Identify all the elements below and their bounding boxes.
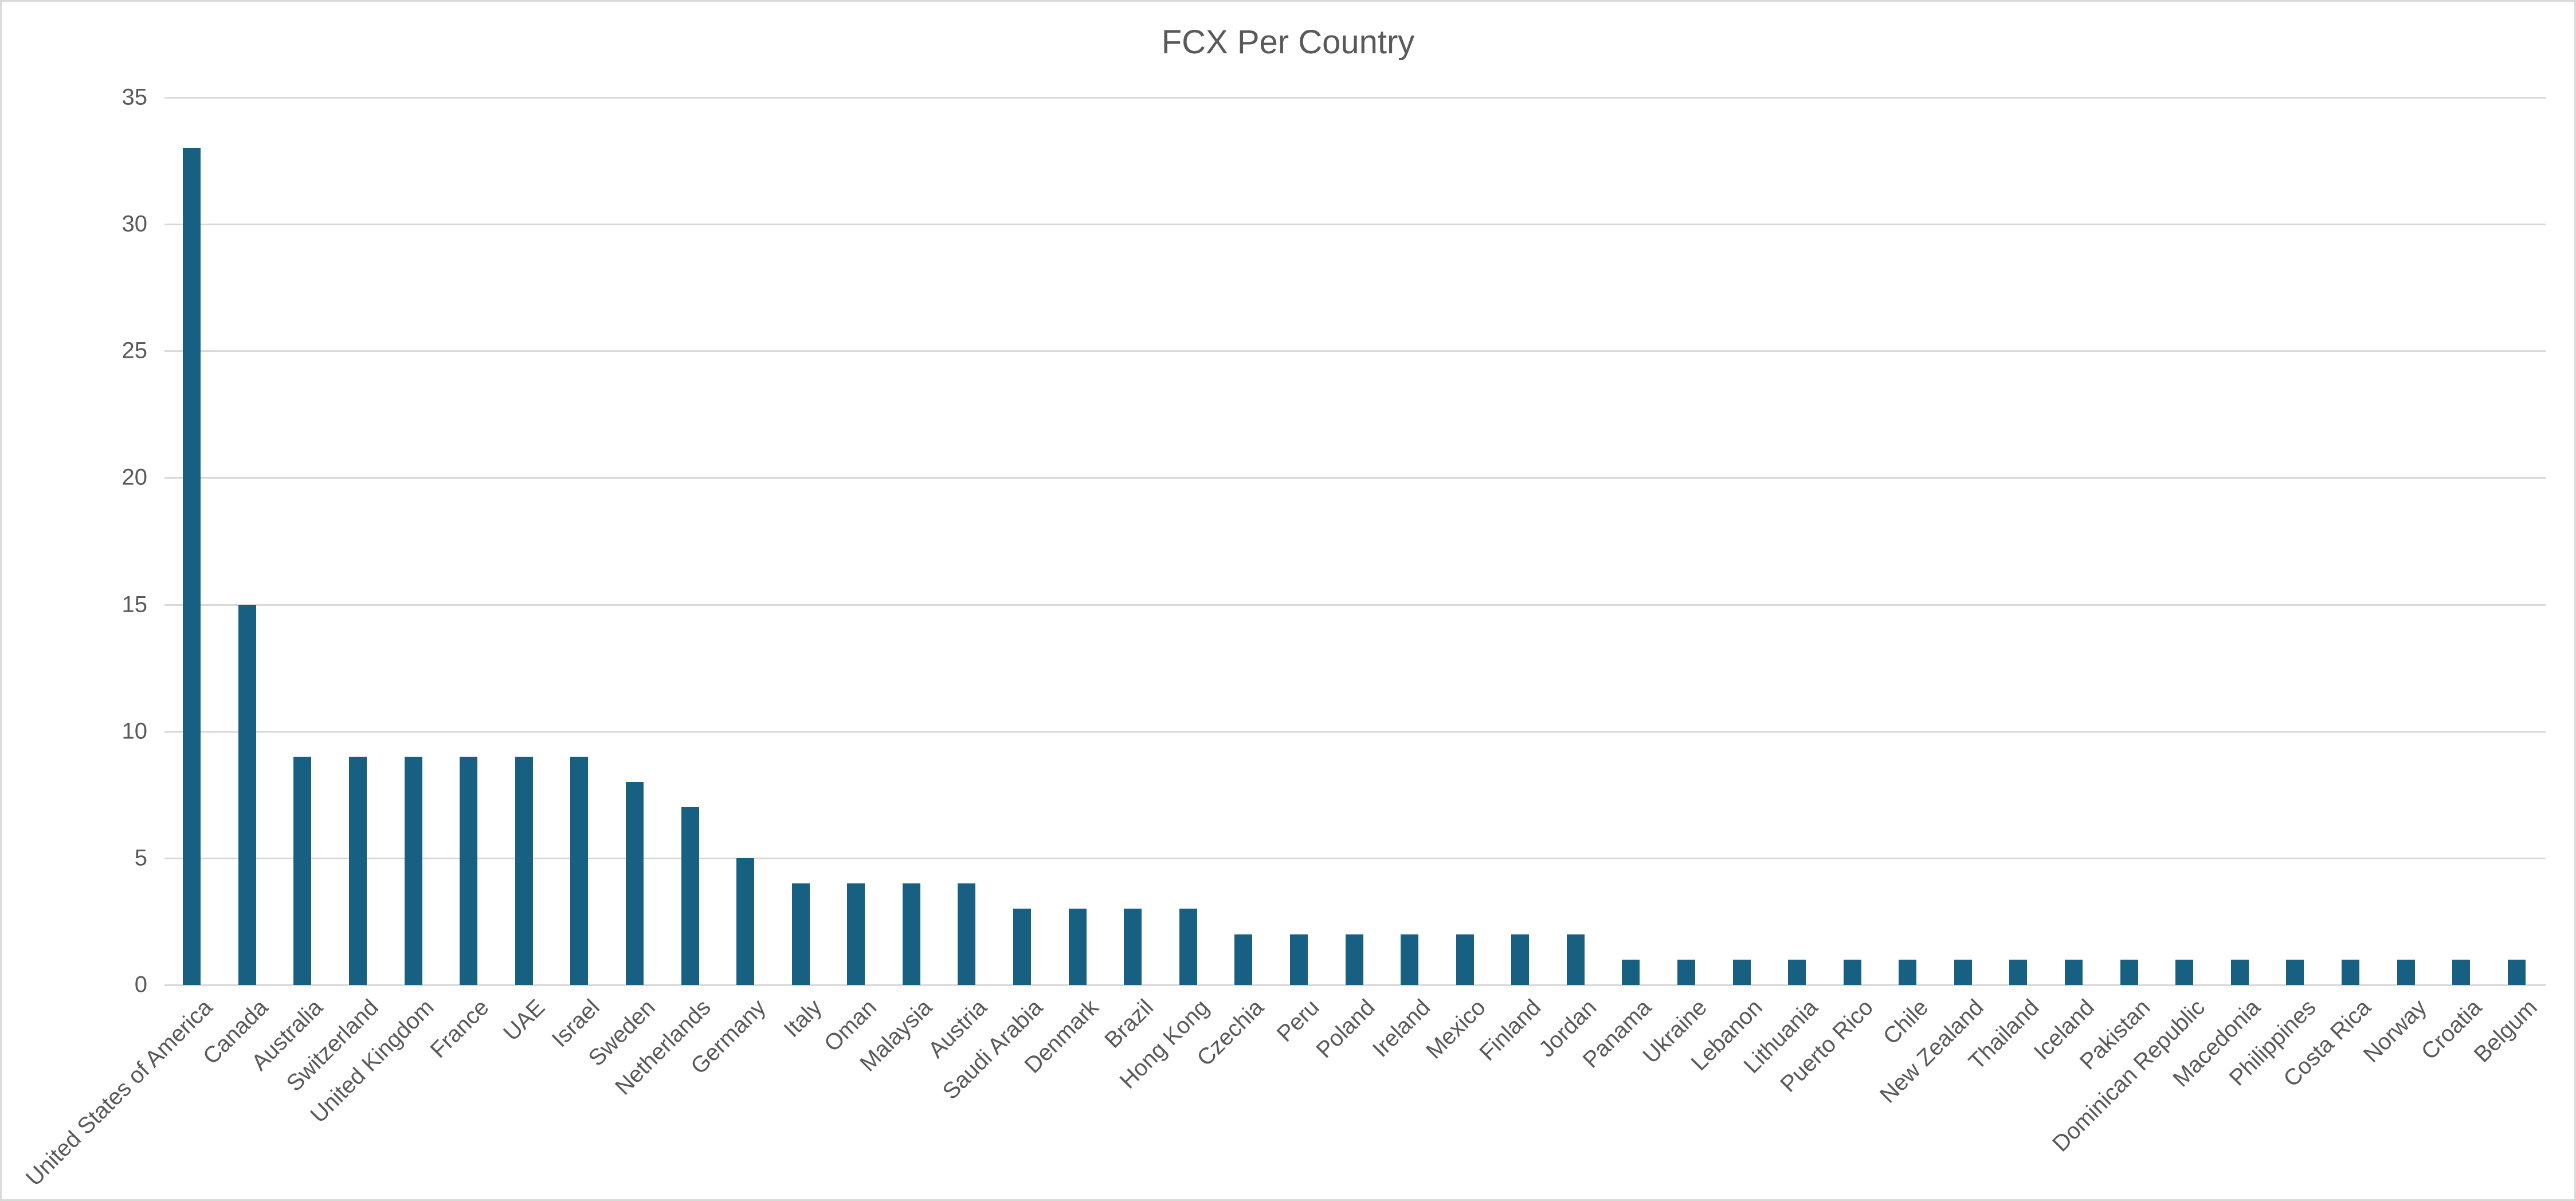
bar[interactable] — [2286, 959, 2304, 985]
bar[interactable] — [1566, 934, 1585, 985]
bar[interactable] — [1511, 934, 1530, 985]
bar[interactable] — [847, 883, 865, 985]
bar[interactable] — [1732, 959, 1751, 985]
y-tick-label: 35 — [121, 84, 148, 110]
bar[interactable] — [1954, 959, 1972, 985]
y-tick-label: 20 — [121, 464, 148, 490]
bar[interactable] — [1899, 959, 1917, 985]
bar[interactable] — [183, 148, 201, 985]
bar[interactable] — [1456, 934, 1474, 985]
gridline — [164, 224, 2546, 226]
bar[interactable] — [293, 756, 312, 985]
bar[interactable] — [404, 756, 422, 985]
bar[interactable] — [1345, 934, 1363, 985]
bar[interactable] — [1677, 959, 1695, 985]
bar[interactable] — [1013, 909, 1031, 985]
bar[interactable] — [736, 858, 755, 985]
bar[interactable] — [2120, 959, 2138, 985]
bar[interactable] — [238, 604, 256, 985]
bar[interactable] — [1843, 959, 1861, 985]
bar[interactable] — [902, 883, 920, 985]
bar[interactable] — [1788, 959, 1806, 985]
gridline — [164, 350, 2546, 353]
y-tick-label: 0 — [134, 972, 147, 997]
bar[interactable] — [460, 756, 478, 985]
bar[interactable] — [791, 883, 810, 985]
bar[interactable] — [515, 756, 533, 985]
bar[interactable] — [1124, 909, 1142, 985]
bar[interactable] — [1234, 934, 1253, 985]
chart-title: FCX Per Country — [1161, 24, 1415, 61]
bar[interactable] — [958, 883, 976, 985]
bar[interactable] — [1179, 909, 1197, 985]
bar[interactable] — [2230, 959, 2249, 985]
bar[interactable] — [2175, 959, 2194, 985]
bar[interactable] — [2397, 959, 2415, 985]
gridline — [164, 97, 2546, 99]
gridline — [164, 857, 2546, 859]
gridline — [164, 984, 2546, 986]
bar[interactable] — [2507, 959, 2526, 985]
y-tick-label: 5 — [134, 845, 147, 871]
bar[interactable] — [1622, 959, 1640, 985]
bar[interactable] — [625, 782, 644, 985]
bar[interactable] — [2452, 959, 2471, 985]
y-tick-label: 10 — [121, 718, 148, 744]
bar[interactable] — [1068, 909, 1087, 985]
bar[interactable] — [2009, 959, 2028, 985]
gridline — [164, 477, 2546, 479]
y-tick-label: 15 — [121, 592, 148, 617]
bar[interactable] — [2065, 959, 2083, 985]
gridline — [164, 730, 2546, 733]
bar[interactable] — [681, 807, 699, 985]
plot-area: 0 5 10 15 20 25 30 35 United States of America Ca… — [21, 85, 2546, 1191]
gridline — [164, 604, 2546, 606]
bar[interactable] — [570, 756, 589, 985]
y-tick-label: 30 — [121, 211, 148, 237]
bar[interactable] — [1401, 934, 1419, 985]
bar[interactable] — [349, 756, 367, 985]
y-tick-label: 25 — [121, 338, 148, 363]
bar[interactable] — [2341, 959, 2359, 985]
bar[interactable] — [1289, 934, 1308, 985]
